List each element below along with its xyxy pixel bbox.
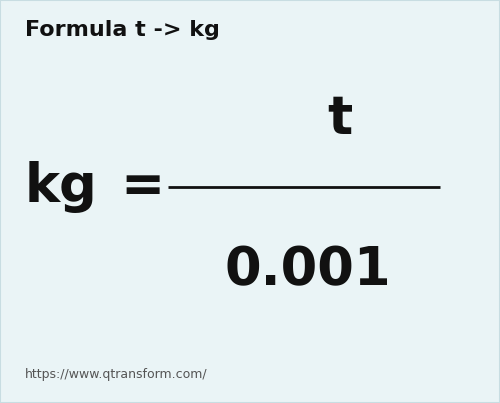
- Text: t: t: [328, 93, 352, 145]
- Text: =: =: [120, 161, 164, 214]
- Text: kg: kg: [25, 161, 98, 214]
- Text: Formula t -> kg: Formula t -> kg: [25, 20, 220, 40]
- Text: 0.001: 0.001: [224, 244, 391, 296]
- Text: https://www.qtransform.com/: https://www.qtransform.com/: [25, 368, 208, 381]
